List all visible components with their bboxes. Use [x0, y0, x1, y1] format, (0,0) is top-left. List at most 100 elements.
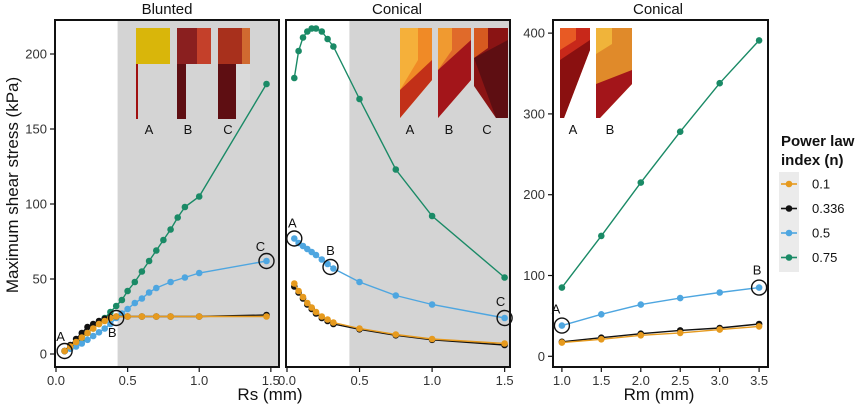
data-point-0_5: [131, 299, 139, 307]
inset-label: A: [569, 122, 578, 137]
data-point-0_1: [72, 338, 80, 346]
legend-label: 0.1: [812, 177, 830, 192]
data-point-0_75: [153, 247, 160, 254]
inset-conical-c: [474, 28, 508, 118]
data-point-0_5: [558, 322, 566, 329]
x-tick-label: 1.5: [592, 373, 610, 388]
legend-label: 0.75: [812, 250, 837, 265]
data-point-0_5: [107, 320, 114, 328]
data-point-0_1: [318, 313, 326, 320]
data-point-0_75: [118, 296, 126, 304]
data-point-0_5: [716, 289, 723, 296]
data-point-0_5: [356, 278, 363, 286]
panel-blunted: Blunted A B C A B C: [25, 1, 302, 404]
inset-rm-b: [596, 28, 632, 118]
data-point-0_75: [145, 257, 153, 265]
series-line-0_75: [561, 39, 760, 289]
data-point-0_1: [392, 331, 400, 338]
x-tick-label: 0.5: [119, 373, 137, 388]
data-point-0_1: [89, 325, 97, 332]
data-point-0_1: [324, 316, 331, 323]
data-point-0_1: [112, 313, 120, 320]
legend-key-point: [785, 205, 793, 212]
data-point-0_5: [637, 301, 645, 308]
y-tick-label: 200: [523, 187, 545, 202]
x-axis-label: Rs (mm): [237, 385, 302, 404]
x-axis-label: Rm (mm): [624, 385, 695, 404]
legend-key-background: [779, 172, 799, 272]
data-point-0_1: [716, 326, 723, 333]
inset-conical-a: [400, 28, 432, 118]
legend-title-line1: Power law: [781, 133, 855, 150]
data-point-0_5: [755, 284, 763, 291]
data-point-0_1: [153, 313, 160, 320]
y-tick-label: 0: [40, 347, 47, 362]
x-tick-label: 3.0: [711, 373, 729, 388]
data-point-0_75: [160, 236, 167, 244]
data-point-0_75: [330, 43, 337, 50]
y-tick-label: 300: [523, 106, 545, 121]
data-point-0_75: [112, 302, 120, 310]
shaded-region: [117, 21, 278, 366]
data-point-0_1: [124, 313, 131, 320]
data-point-0_1: [299, 293, 307, 301]
highlight-label: B: [108, 325, 117, 340]
data-point-0_75: [676, 128, 684, 135]
data-point-0_1: [195, 313, 203, 320]
highlight-circle: [258, 252, 275, 270]
data-point-0_5: [312, 251, 320, 259]
legend-key-point: [785, 254, 793, 261]
data-point-0_75: [324, 35, 331, 43]
x-tick-label: 1.5: [496, 373, 514, 388]
data-point-0_1: [101, 317, 108, 325]
data-point-0_75: [716, 79, 723, 87]
inset-label: B: [606, 122, 615, 137]
panel-border: [54, 19, 280, 368]
data-point-0_1: [637, 332, 645, 339]
data-point-0_1: [428, 335, 436, 343]
y-tick-label: 100: [523, 268, 545, 283]
data-point-0_1: [84, 329, 91, 337]
panel-conical-rs: Conical A B C A B C 0.0 0.5 1.0 1.5: [278, 1, 514, 388]
y-tick-label: 100: [25, 197, 47, 212]
data-point-0_5: [124, 305, 131, 313]
data-point-0_5: [181, 274, 189, 281]
data-point-0_5: [145, 289, 153, 296]
highlight-circle: [750, 279, 768, 296]
data-point-0_5: [138, 295, 146, 302]
data-point-0_5: [263, 257, 270, 265]
legend-label: 0.5: [812, 226, 830, 241]
data-point-0_5: [291, 235, 298, 242]
x-tick-label: 2.0: [632, 373, 650, 388]
series-line-0_1: [561, 325, 760, 344]
highlight-circle: [322, 258, 339, 276]
data-point-0_1: [308, 304, 316, 311]
y-tick-label: 200: [25, 47, 47, 62]
highlight-circle: [56, 342, 73, 360]
inset-blunted-a: [136, 28, 170, 119]
data-point-0_75: [263, 80, 270, 88]
highlight-circle: [496, 309, 513, 327]
data-point-0_1: [263, 313, 270, 320]
panel-title: Conical: [372, 1, 422, 18]
highlight-label: A: [552, 302, 561, 317]
highlight-label: C: [256, 239, 265, 254]
legend: Power law index (n) 0.1 0.336 0.5 0.75: [779, 133, 855, 272]
data-point-0_75: [138, 268, 146, 275]
data-point-0_5: [501, 314, 508, 322]
inset-label: C: [482, 122, 491, 137]
inset-label: A: [406, 122, 415, 137]
x-tick-label: 3.5: [750, 373, 768, 388]
legend-key-point: [785, 180, 793, 188]
panel-border: [552, 19, 769, 368]
data-point-0_75: [755, 37, 763, 44]
inset-conical-b: [438, 28, 471, 118]
data-point-0_75: [107, 308, 114, 316]
inset-label: A: [145, 122, 154, 137]
data-point-0_1: [558, 339, 566, 346]
data-point-0_1: [291, 280, 298, 287]
data-point-0_1: [330, 319, 337, 326]
legend-key-point: [785, 229, 793, 237]
y-tick-label: 150: [25, 122, 47, 137]
